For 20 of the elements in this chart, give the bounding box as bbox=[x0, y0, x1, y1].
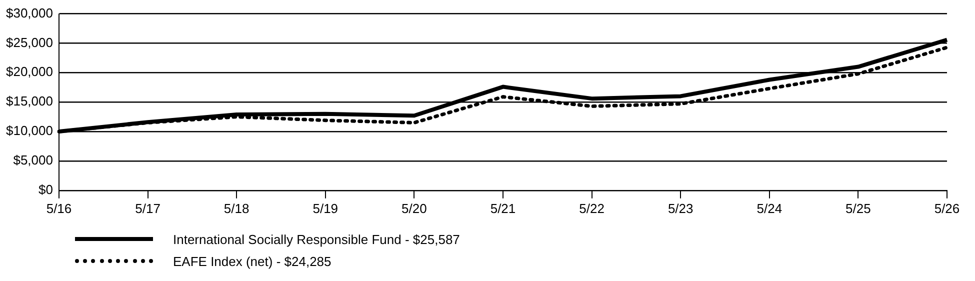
y-tick-label: $30,000 bbox=[6, 5, 53, 20]
y-tick-label: $25,000 bbox=[6, 34, 53, 50]
y-tick-label: $20,000 bbox=[6, 64, 53, 80]
x-tick-label: 5/21 bbox=[490, 200, 516, 216]
x-tick-label: 5/26 bbox=[934, 200, 960, 216]
x-tick-label: 5/22 bbox=[579, 200, 604, 216]
x-tick-label: 5/16 bbox=[46, 200, 72, 216]
y-tick-label: $5,000 bbox=[13, 152, 53, 168]
legend-label: EAFE Index (net) - $24,285 bbox=[173, 254, 332, 268]
x-tick-label: 5/18 bbox=[224, 200, 250, 216]
x-tick-label: 5/17 bbox=[135, 200, 160, 216]
x-tick-label: 5/24 bbox=[756, 200, 782, 216]
x-tick-label: 5/25 bbox=[846, 200, 871, 216]
x-tick-label: 5/20 bbox=[402, 200, 427, 216]
y-tick-label: $10,000 bbox=[6, 123, 53, 138]
legend-label: International Socially Responsible Fund - $25,587 bbox=[173, 232, 460, 246]
x-tick-label: 5/23 bbox=[668, 200, 694, 216]
x-tick-label: 5/19 bbox=[312, 200, 338, 216]
y-tick-label: $15,000 bbox=[6, 94, 53, 109]
y-tick-label: $0 bbox=[38, 182, 53, 197]
